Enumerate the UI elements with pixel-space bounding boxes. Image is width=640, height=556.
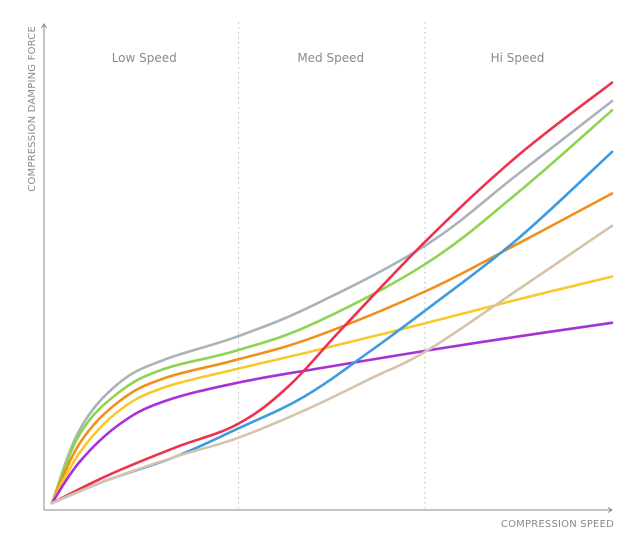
x-axis-label: COMPRESSION SPEED [501,519,614,530]
damping-curve-8 [50,224,614,505]
y-axis-arrow [41,23,47,29]
region-label-low-speed: Low Speed [112,51,177,65]
region-label-med-speed: Med Speed [297,51,364,65]
damping-curve-5 [50,321,614,505]
damping-curve-7 [50,150,614,505]
region-label-hi-speed: Hi Speed [491,51,545,65]
y-axis-label: COMPRESSION DAMPING FORCE [27,26,38,192]
damping-curve-6 [50,81,614,505]
x-axis-arrow [607,507,613,513]
damping-curve-2 [50,109,614,505]
damping-curve-4 [50,275,614,505]
damping-curves [50,81,614,505]
damping-curve-3 [50,192,614,505]
damping-curve-1 [50,99,614,505]
plot-area: Low Speed Med Speed Hi Speed [50,22,614,508]
